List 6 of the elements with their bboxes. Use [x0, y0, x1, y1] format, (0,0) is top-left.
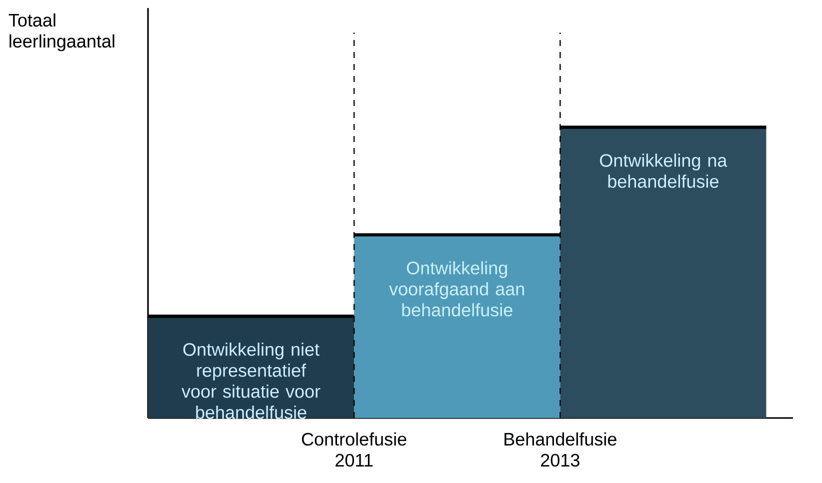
- y-axis-title: Totaal leerlingaantal: [8, 13, 114, 52]
- annotation: Ontwikkeling niet representatief voor situatie voor behandelfusie: [182, 342, 320, 419]
- text: Behandelfusie 2013: [504, 432, 616, 467]
- text: Controlefusie 2011: [302, 432, 406, 467]
- annotation: Ontwikkeling na behandelfusie: [600, 154, 728, 188]
- annotation: Ontwikkeling voorafgaand aan behandelfusie: [389, 261, 524, 316]
